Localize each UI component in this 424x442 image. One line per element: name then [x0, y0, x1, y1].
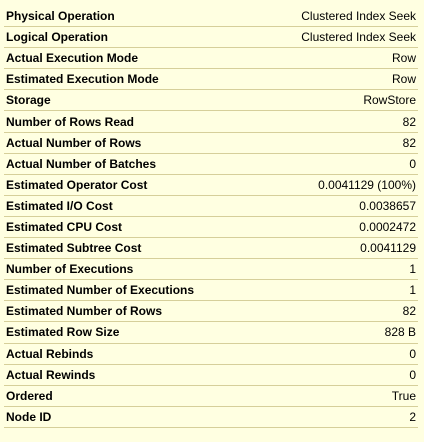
execution-plan-tooltip: Physical Operation Clustered Index Seek … [4, 6, 418, 428]
property-row: Estimated Subtree Cost 0.0041129 [4, 238, 418, 260]
property-row: Number of Rows Read 82 [4, 111, 418, 133]
property-value: True [391, 388, 416, 403]
property-value: 0 [409, 346, 416, 361]
property-label: Estimated Number of Rows [6, 304, 163, 319]
property-value: Clustered Index Seek [301, 9, 416, 24]
property-value: 2 [409, 409, 416, 424]
property-row: Actual Number of Rows 82 [4, 133, 418, 154]
property-label: Actual Rewinds [6, 367, 96, 382]
property-row: Estimated Number of Rows 82 [4, 301, 418, 323]
property-row: Storage RowStore [4, 90, 418, 112]
property-label: Actual Number of Batches [6, 156, 157, 171]
property-label: Actual Execution Mode [6, 51, 139, 66]
property-row: Node ID 2 [4, 407, 418, 428]
property-value: 0 [409, 367, 416, 382]
property-value: 0.0041129 [360, 241, 416, 256]
property-row: Estimated CPU Cost 0.0002472 [4, 217, 418, 239]
property-row: Number of Executions 1 [4, 259, 418, 281]
property-row: Estimated I/O Cost 0.0038657 [4, 196, 418, 217]
property-label: Estimated Number of Executions [6, 283, 195, 298]
property-label: Logical Operation [6, 30, 109, 45]
property-value: Clustered Index Seek [301, 30, 416, 45]
property-value: Row [391, 72, 416, 87]
property-row: Logical Operation Clustered Index Seek [4, 27, 418, 49]
property-row: Estimated Execution Mode Row [4, 69, 418, 91]
property-row: Actual Execution Mode Row [4, 48, 418, 70]
property-label: Estimated CPU Cost [6, 219, 123, 234]
property-value: 0.0041129 (100%) [318, 177, 416, 192]
property-value: 82 [402, 304, 416, 319]
property-label: Number of Rows Read [6, 114, 135, 129]
property-value: 1 [409, 283, 416, 298]
property-label: Ordered [6, 388, 53, 403]
property-row: Ordered True [4, 386, 418, 407]
property-value: Row [391, 51, 416, 66]
property-label: Estimated Subtree Cost [6, 241, 142, 256]
property-row: Physical Operation Clustered Index Seek [4, 6, 418, 28]
property-label: Actual Number of Rows [6, 135, 142, 150]
property-value: 0.0002472 [359, 219, 416, 234]
property-value: 82 [402, 114, 416, 129]
property-label: Storage [6, 93, 51, 108]
property-label: Estimated Row Size [6, 325, 120, 340]
property-row: Actual Rewinds 0 [4, 365, 418, 386]
property-label: Estimated Execution Mode [6, 72, 159, 87]
property-label: Estimated Operator Cost [6, 177, 148, 192]
property-label: Physical Operation [6, 9, 115, 24]
property-value: 1 [409, 262, 416, 277]
property-value: 0 [409, 156, 416, 171]
property-label: Number of Executions [6, 262, 134, 277]
property-row: Estimated Number of Executions 1 [4, 280, 418, 302]
property-row: Estimated Operator Cost 0.0041129 (100%) [4, 175, 418, 196]
property-label: Node ID [6, 409, 52, 424]
property-value: 82 [402, 135, 416, 150]
property-label: Actual Rebinds [6, 346, 94, 361]
property-row: Actual Number of Batches 0 [4, 154, 418, 175]
property-value: RowStore [363, 93, 416, 108]
property-row: Actual Rebinds 0 [4, 344, 418, 365]
property-row: Estimated Row Size 828 B [4, 322, 418, 344]
property-label: Estimated I/O Cost [6, 198, 113, 213]
property-value: 828 B [384, 325, 416, 340]
property-value: 0.0038657 [359, 198, 416, 213]
